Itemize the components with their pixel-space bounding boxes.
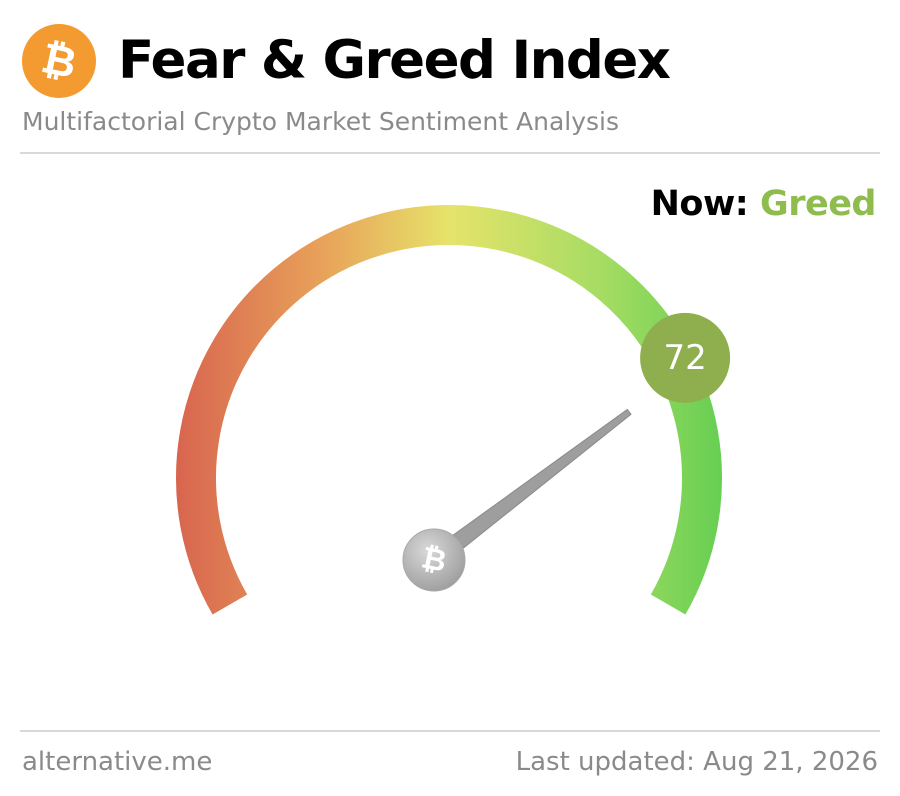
- last-updated-text: Last updated: Aug 21, 2026: [515, 747, 878, 777]
- page-subtitle: Multifactorial Crypto Market Sentiment A…: [22, 107, 620, 136]
- bottom-divider: [20, 730, 880, 732]
- bitcoin-logo-icon: ₿: [22, 24, 96, 98]
- footer-site-link[interactable]: alternative.me: [22, 747, 213, 777]
- value-badge: 72: [640, 312, 731, 403]
- now-label: Now:: [650, 184, 749, 224]
- gauge-hub: ₿: [402, 528, 466, 592]
- page-title: Fear & Greed Index: [118, 30, 671, 91]
- value-badge-circle: [640, 312, 731, 403]
- gauge-hub-circle: [402, 528, 466, 592]
- current-sentiment: Now: Greed: [650, 182, 877, 226]
- gauge-value: 72: [663, 338, 706, 378]
- header: ₿ Fear & Greed Index: [22, 24, 878, 100]
- now-value: Greed: [759, 184, 877, 224]
- gauge-arc: [176, 204, 722, 615]
- top-divider: [20, 152, 880, 154]
